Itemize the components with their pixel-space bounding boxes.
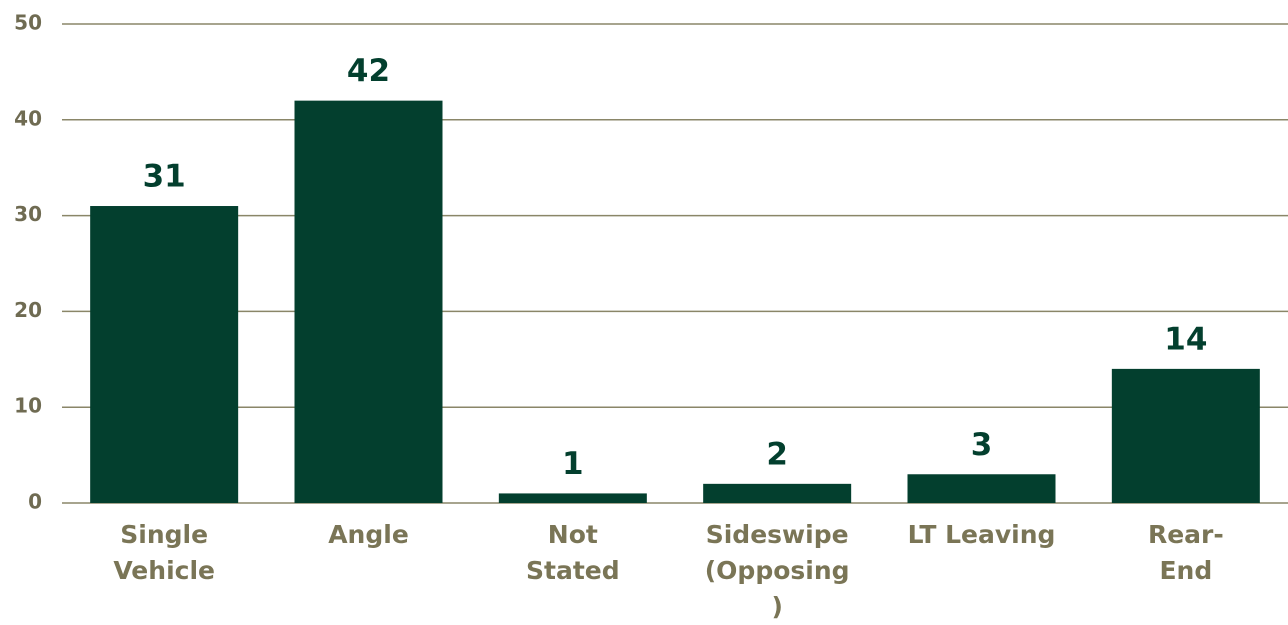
- y-tick-label: 20: [14, 298, 42, 322]
- value-label: 31: [143, 159, 186, 195]
- bar: [294, 100, 443, 503]
- x-tick-label: Sideswipe (Opposing): [704, 520, 850, 621]
- bar: [498, 493, 647, 503]
- x-tick-label: Single Vehicle: [113, 520, 215, 585]
- value-label: 2: [766, 436, 788, 472]
- x-tick-label: Rear-End: [1147, 520, 1224, 585]
- value-label: 14: [1164, 321, 1207, 357]
- value-label: 42: [347, 53, 390, 89]
- y-tick-label: 40: [14, 106, 42, 130]
- y-tick-label: 50: [14, 11, 42, 35]
- bar: [90, 206, 239, 503]
- bar: [907, 474, 1056, 503]
- x-tick-label: Not Stated: [526, 520, 620, 585]
- value-label: 1: [562, 446, 584, 482]
- y-tick-label: 0: [28, 490, 42, 514]
- y-tick-label: 30: [14, 202, 42, 226]
- x-tick-label: Angle: [328, 520, 409, 549]
- value-label: 3: [971, 427, 993, 463]
- bar: [1111, 368, 1260, 503]
- bar: [703, 483, 852, 503]
- x-tick-label: LT Leaving: [907, 520, 1056, 549]
- y-tick-label: 10: [14, 394, 42, 418]
- chart: 0 10 20 30 40 50 31 42 1 2 3 14: [14, 11, 1288, 514]
